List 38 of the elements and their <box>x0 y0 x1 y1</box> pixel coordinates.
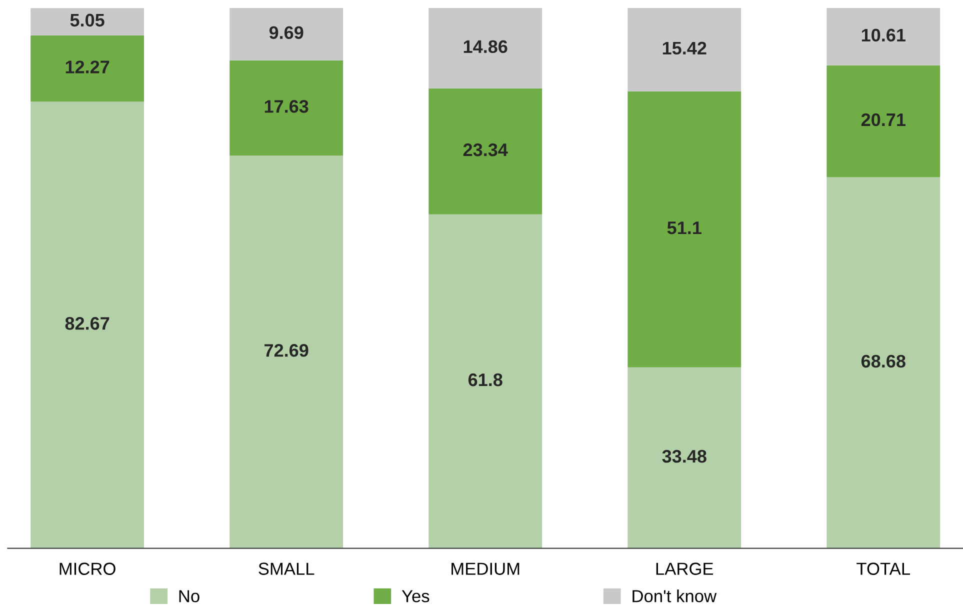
data-label: 51.1 <box>667 222 702 234</box>
x-tick-label: TOTAL <box>856 562 910 575</box>
bar <box>230 60 344 156</box>
bar <box>826 177 940 548</box>
bar <box>826 65 940 178</box>
bar <box>826 8 940 66</box>
data-label: 17.63 <box>264 100 308 113</box>
bar <box>628 91 742 368</box>
data-label: 15.42 <box>662 42 706 55</box>
bar <box>230 8 344 60</box>
bar <box>428 214 542 548</box>
x-tick-label: MEDIUM <box>452 562 520 575</box>
data-label: 5.05 <box>70 14 104 27</box>
data-label: 68.68 <box>861 354 906 368</box>
legend-label: No <box>179 590 200 602</box>
data-label: 20.71 <box>861 113 906 126</box>
bar <box>30 35 144 102</box>
data-label: 14.86 <box>464 40 508 54</box>
legend-label: Don't know <box>632 590 717 602</box>
data-label: 9.69 <box>269 26 304 40</box>
bar <box>428 8 542 88</box>
data-label: 33.48 <box>662 450 706 463</box>
bar <box>30 8 144 36</box>
data-label: 72.69 <box>264 344 308 357</box>
data-label: 61.8 <box>468 373 502 386</box>
data-label: 10.61 <box>862 28 906 42</box>
x-tick-label: SMALL <box>258 562 314 575</box>
bar <box>628 367 742 548</box>
bar <box>628 8 742 92</box>
data-label: 12.27 <box>66 60 110 74</box>
x-tick-label: MICRO <box>60 562 116 575</box>
data-label: 23.34 <box>463 143 508 156</box>
bar <box>230 156 344 548</box>
bar <box>30 102 144 548</box>
data-label: 82.67 <box>65 317 110 330</box>
bar <box>428 88 542 214</box>
x-tick-label: LARGE <box>656 562 714 575</box>
legend-label: Yes <box>402 590 430 602</box>
